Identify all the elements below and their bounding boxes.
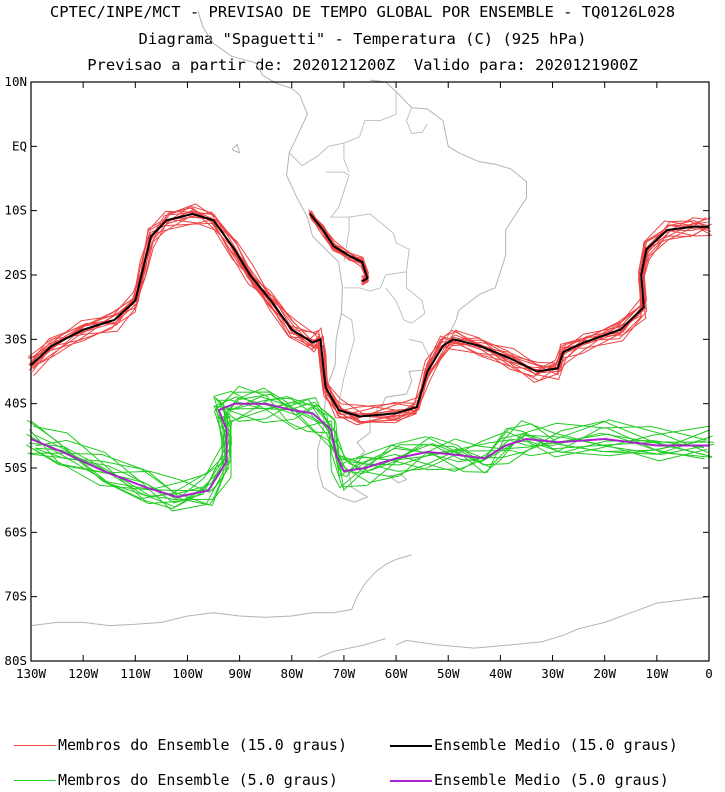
latitude-labels: 10N EQ 10S 20S 30S 40S 50S 60S 70S 80S <box>4 74 27 668</box>
map-frame <box>30 81 710 662</box>
longitude-label: 30W <box>541 666 564 681</box>
map-title-line-2: Diagrama "Spaguetti" - Temperatura (C) (… <box>138 30 587 48</box>
axis-ticks <box>30 81 710 662</box>
latitude-label: EQ <box>12 138 27 153</box>
longitude-label: 10W <box>646 666 669 681</box>
longitude-labels: 130W 120W 110W 100W 90W 80W 70W 60W 50W 40W 30W 20W… <box>16 666 713 681</box>
latitude-label: 70S <box>4 589 27 604</box>
latitude-label: 10N <box>4 74 27 89</box>
longitude-label: 50W <box>437 666 460 681</box>
cold-ensemble-members <box>25 385 714 512</box>
longitude-label: 0 <box>705 666 713 681</box>
latitude-label: 60S <box>4 524 27 539</box>
legend-members-15-swatch <box>14 745 56 746</box>
longitude-label: 80W <box>280 666 303 681</box>
legend-members-15-label: Membros do Ensemble (15.0 graus) <box>58 736 347 754</box>
latitude-label: 50S <box>4 460 27 475</box>
map-title-line-3: Previsao a partir de: 2020121200Z Valido… <box>87 56 638 74</box>
longitude-label: 130W <box>16 666 47 681</box>
longitude-label: 40W <box>489 666 512 681</box>
legend-members-5-swatch <box>14 780 56 781</box>
longitude-label: 90W <box>228 666 251 681</box>
latitude-label: 10S <box>4 203 27 218</box>
map-title-line-1: CPTEC/INPE/MCT - PREVISAO DE TEMPO GLOBA… <box>49 3 676 21</box>
warm-ensemble-members <box>27 203 712 426</box>
longitude-label: 60W <box>385 666 408 681</box>
longitude-label: 70W <box>333 666 356 681</box>
latitude-label: 80S <box>4 653 27 668</box>
spaghetti-map: 10N EQ 10S 20S 30S 40S 50S 60S 70S 80S 130W 120W 11… <box>4 11 714 681</box>
latitude-label: 20S <box>4 267 27 282</box>
legend-mean-15-swatch <box>390 745 432 747</box>
longitude-label: 110W <box>120 666 151 681</box>
legend-mean-15-label: Ensemble Medio (15.0 graus) <box>434 736 678 754</box>
longitude-label: 20W <box>593 666 616 681</box>
latitude-label: 40S <box>4 396 27 411</box>
latitude-label: 30S <box>4 331 27 346</box>
ensemble-means <box>30 212 709 499</box>
legend-mean-5-swatch <box>390 780 432 782</box>
longitude-label: 100W <box>172 666 203 681</box>
legend-members-5-label: Membros do Ensemble (5.0 graus) <box>58 771 338 789</box>
longitude-label: 120W <box>68 666 99 681</box>
legend-mean-5-label: Ensemble Medio (5.0 graus) <box>434 771 669 789</box>
